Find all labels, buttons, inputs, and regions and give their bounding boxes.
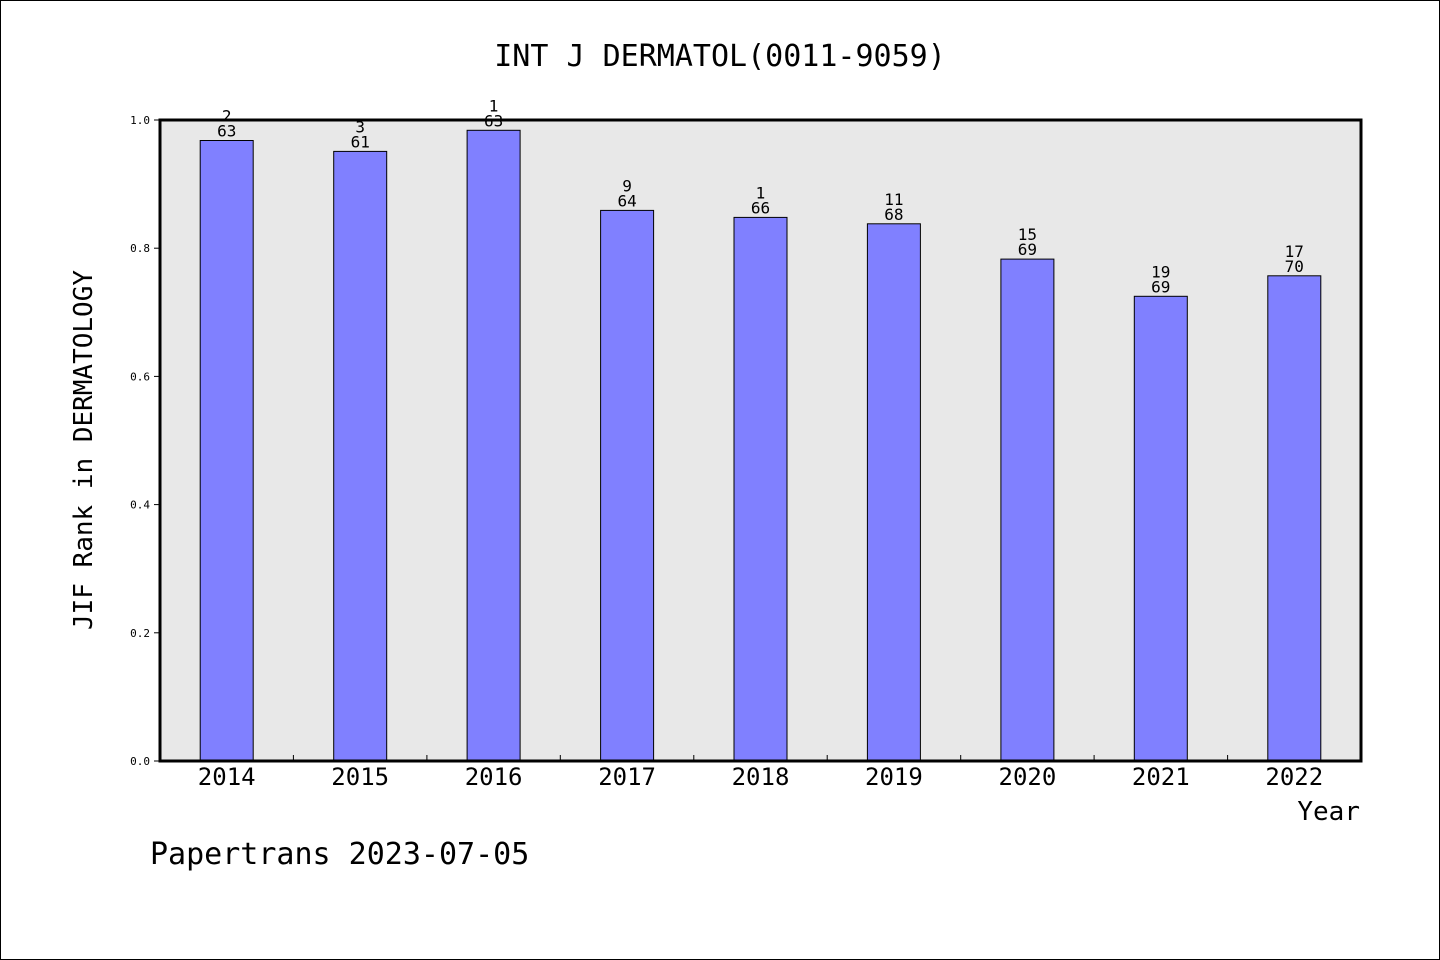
bar-total-label-2021: 69: [1151, 277, 1170, 296]
bar-total-label-2019: 68: [884, 205, 903, 224]
x-tick-label-2014: 2014: [198, 763, 256, 791]
bar-rank-label-2021: 19: [1151, 262, 1170, 281]
bar-total-label-2014: 63: [217, 122, 236, 141]
bar-total-label-2015: 61: [351, 132, 370, 151]
y-tick-label-0.6: 0.6: [130, 370, 150, 383]
plot-border: [158, 118, 1363, 763]
bar-rank-label-2017: 9: [622, 176, 632, 195]
y-tick-label-0.8: 0.8: [130, 242, 150, 255]
bar-rank-label-2016: 1: [489, 96, 499, 115]
bar-2015: [333, 150, 388, 762]
bar-rank-label-2018: 1: [756, 183, 766, 202]
bar-total-label-2018: 66: [751, 198, 770, 217]
bar-2018: [733, 216, 788, 762]
bar-2014: [199, 140, 254, 762]
bar-total-label-2017: 64: [617, 191, 636, 210]
bar-2021: [1133, 295, 1188, 762]
x-tick-label-2015: 2015: [331, 763, 389, 791]
bar-2022: [1267, 275, 1322, 762]
x-tick-label-2020: 2020: [999, 763, 1057, 791]
bar-2020: [1000, 258, 1055, 762]
y-tick-label-0.0: 0.0: [130, 755, 150, 768]
bar-rank-label-2020: 15: [1018, 225, 1037, 244]
bar-2019: [866, 223, 921, 762]
y-axis-label: JIF Rank in DERMATOLOGY: [69, 270, 99, 630]
chart-title: INT J DERMATOL(0011-9059): [494, 39, 946, 74]
bar-2017: [600, 209, 655, 762]
bar-total-label-2020: 69: [1018, 240, 1037, 259]
x-tick-label-2018: 2018: [732, 763, 790, 791]
x-tick-label-2022: 2022: [1265, 763, 1323, 791]
x-tick-label-2016: 2016: [465, 763, 523, 791]
watermark-text: Papertrans 2023-07-05: [150, 837, 529, 872]
x-axis: 2014 2015 2016 2017 2018 2019 2020 2021 2022: [198, 755, 1323, 791]
x-axis-label: Year: [1297, 797, 1360, 827]
bar-2016: [466, 129, 521, 762]
bar-rank-label-2015: 3: [355, 117, 365, 136]
y-tick-label-1.0: 1.0: [130, 114, 150, 127]
bar-rank-label-2019: 11: [884, 190, 903, 209]
bar-rank-label-2022: 17: [1285, 242, 1304, 261]
bars-group: [199, 129, 1322, 762]
bar-total-label-2022: 70: [1285, 257, 1304, 276]
x-tick-label-2019: 2019: [865, 763, 923, 791]
y-tick-label-0.2: 0.2: [130, 627, 150, 640]
y-tick-label-0.4: 0.4: [130, 499, 150, 512]
y-axis: 0.0 0.2 0.4 0.6 0.8 1.0: [130, 114, 160, 768]
x-tick-label-2017: 2017: [598, 763, 656, 791]
bar-rank-label-2014: 2: [222, 107, 232, 126]
x-tick-label-2021: 2021: [1132, 763, 1190, 791]
